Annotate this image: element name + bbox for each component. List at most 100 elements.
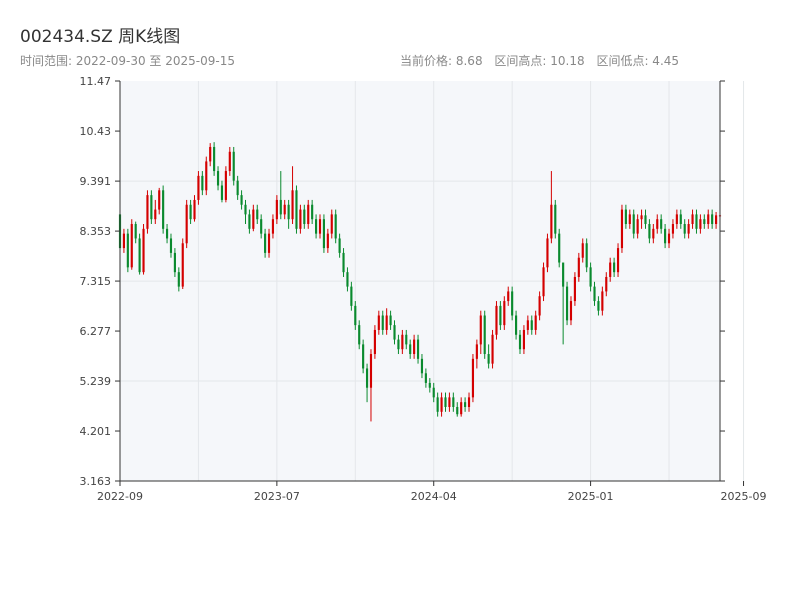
candle-up [197,171,200,205]
candle-down [346,267,349,292]
candle-body [365,368,369,388]
candle-down [456,402,459,417]
price-summary: 当前价格: 8.68 区间高点: 10.18 区间低点: 4.45 [400,52,687,69]
candle-up [228,146,231,176]
candle-up [601,286,604,316]
candle-body [158,190,161,210]
candle-body [546,238,549,268]
candle-body [491,334,494,364]
candle-body [134,224,137,239]
candle-up [267,228,271,258]
y-tick-label: 11.47 [80,75,112,88]
candle-up [252,204,255,232]
candle-body [236,180,239,196]
y-tick-label: 4.201 [80,425,112,438]
candle-body [444,397,447,407]
candle-body [287,204,290,220]
candle-body [632,214,635,234]
candle-down [428,378,431,393]
candle-up [687,219,690,239]
candle-body [683,224,686,234]
candle-up [542,262,545,302]
candle-body [503,301,506,326]
candle-body [507,291,510,302]
candle-up [369,349,373,422]
candle-up [503,296,506,330]
candle-down [220,180,224,203]
candle-body [550,204,553,239]
candle-down [597,296,600,316]
candle-body [464,402,467,407]
candle-body [393,325,396,340]
candle-up [185,199,188,249]
candle-up [271,214,275,239]
candle-up [491,329,494,369]
candle-down [613,257,616,277]
candle-body [162,190,165,229]
candle-body [173,252,176,273]
candle-down [530,315,533,335]
candle-body [679,214,682,225]
candle-body [244,204,247,215]
candle-up [401,329,404,355]
candle-body [652,228,655,239]
candle-body [275,199,278,220]
candle-body [538,296,541,316]
candle-down [165,224,169,244]
candle-body [518,334,522,350]
candle-up [538,291,541,321]
candle-body [522,329,525,350]
candle-body [248,214,251,229]
candle-body [220,185,224,200]
candle-body [511,291,514,316]
candle-down [648,219,651,244]
candle-body [397,339,400,350]
candle-down [162,185,165,234]
candle-up [142,224,145,275]
candle-up [122,228,125,253]
candle-body [589,267,592,287]
candle-body [597,301,600,311]
candle-body [150,195,153,220]
candle-body [291,190,294,220]
candle-body [699,219,702,229]
candle-up [318,214,322,239]
candle-body [620,209,624,249]
candle-body [126,233,129,268]
candle-body [616,248,620,273]
candle-body [475,344,478,359]
candle-body [377,315,380,330]
candle-body [667,233,671,244]
candle-down [660,214,663,234]
candle-down [342,248,345,277]
candle-body [479,315,482,345]
candle-body [585,243,588,268]
candle-down [695,209,698,234]
candle-down [405,329,408,350]
candle-down [362,339,365,374]
time-range-text: 时间范围: 2022-09-30 至 2025-09-15 [20,54,235,68]
candle-down [244,199,247,225]
candle-body [369,354,373,388]
x-tick-label: 2022-09 [97,490,143,503]
candle-body [311,204,314,220]
candle-down [338,233,341,258]
candle-up [534,310,537,335]
candle-up [209,143,212,167]
candle-body [267,233,271,253]
candle-down [679,209,682,229]
candle-body [526,320,529,330]
candle-body [515,315,518,335]
current-price-text: 当前价格: 8.68 [400,54,483,68]
candle-body [193,199,196,220]
candle-down [424,368,427,388]
candle-body [213,146,216,172]
candle-body [471,358,475,398]
candle-up [577,252,580,282]
candle-body [326,233,329,249]
candle-body [354,305,357,326]
candle-body [687,224,690,234]
candle-down [483,310,486,359]
candle-body [656,219,659,229]
